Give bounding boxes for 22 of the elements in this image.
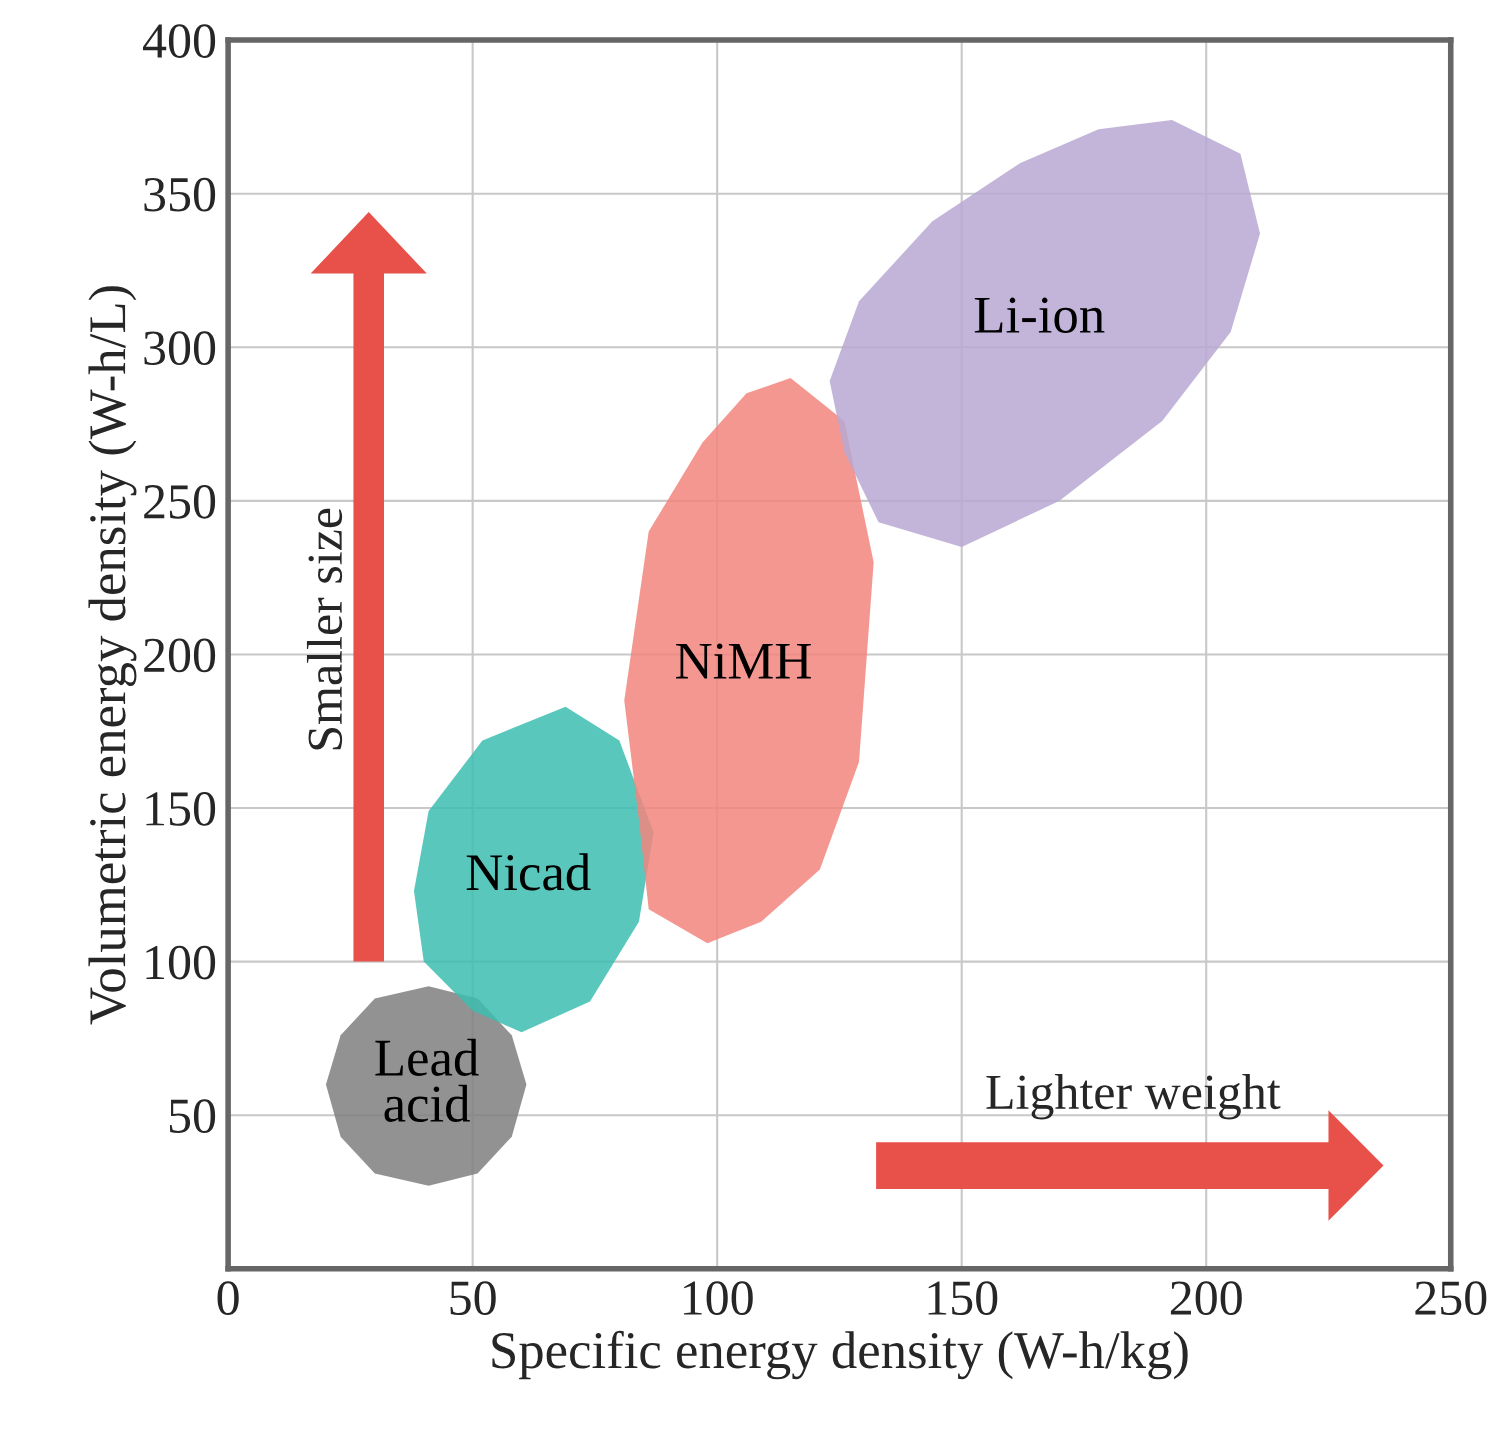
series-label: Li-ion	[974, 297, 1105, 334]
x-tick-label: 200	[1170, 1281, 1242, 1316]
y-tick-label: 200	[144, 638, 216, 673]
y-tick-label: 50	[169, 1099, 216, 1134]
series-label: NiMH	[676, 643, 811, 679]
x-tick-label: 0	[217, 1281, 239, 1316]
y-tick-label: 150	[146, 792, 216, 826]
annotation: Lighter weight	[986, 1074, 1281, 1120]
series-label: Nicad	[466, 853, 591, 891]
annotation: Smaller size	[306, 508, 343, 750]
x-tick-label: 250	[1415, 1281, 1487, 1316]
y-tick-label: 400	[142, 24, 216, 58]
x-tick-label: 100	[684, 1281, 753, 1316]
series-label: Lead acid	[375, 1038, 479, 1122]
y-tick-label: 100	[146, 945, 216, 980]
y-tick-label: 350	[144, 177, 216, 212]
x-tick-label: 50	[450, 1281, 496, 1316]
y-axis-title: Volumetric energy density (W-h/L)	[88, 286, 137, 1025]
y-tick-label: 250	[144, 484, 216, 519]
x-axis-title: Specific energy density (W-h/kg)	[492, 1330, 1188, 1380]
x-tick-label: 150	[928, 1281, 998, 1316]
y-tick-label: 300	[144, 331, 216, 366]
